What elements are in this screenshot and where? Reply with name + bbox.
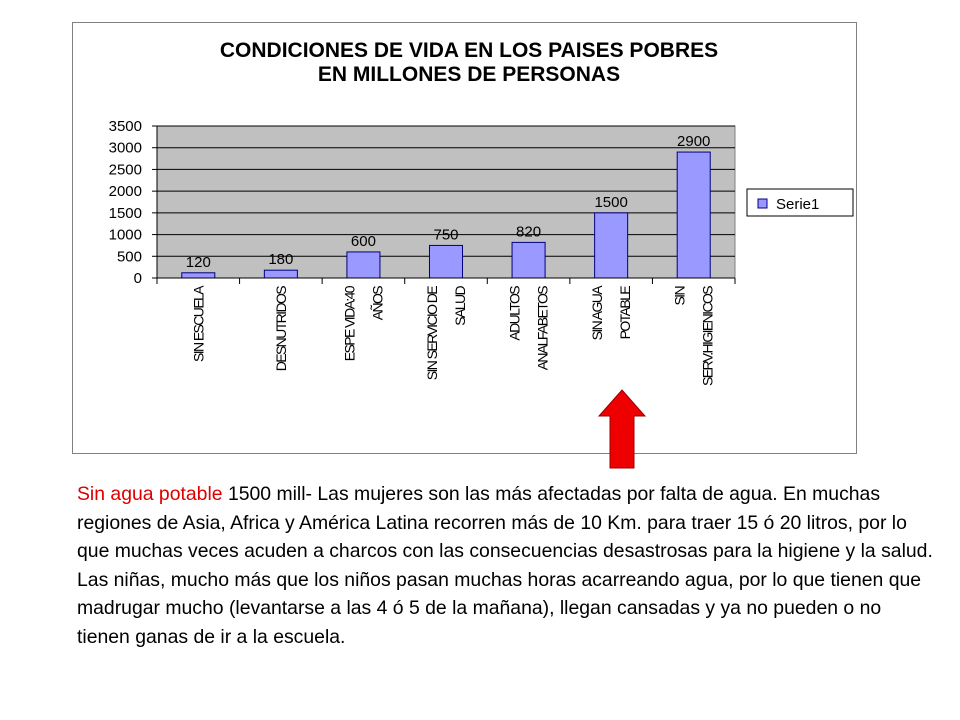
bar: [428, 244, 464, 279]
data-labels: 120 180 600 750 820 1500 2900: [186, 133, 711, 271]
data-label: 820: [516, 223, 541, 240]
data-label: 2900: [677, 133, 710, 150]
y-axis-ticks: 0 500 1000 1500 2000 2500 3000 3500: [109, 118, 158, 287]
y-tick-label: 2000: [109, 183, 142, 200]
category-label: ADULTOS: [507, 286, 523, 341]
y-tick-label: 500: [117, 248, 142, 265]
y-tick-label: 2500: [109, 161, 142, 178]
bar: [263, 269, 298, 279]
data-label: 120: [186, 254, 211, 271]
y-tick-label: 0: [134, 270, 142, 287]
category-label: AÑOS: [369, 286, 385, 321]
category-label: DESNUTRIDOS: [273, 286, 289, 372]
y-tick-label: 3000: [109, 140, 142, 157]
up-arrow-icon: [597, 389, 647, 469]
data-label: 750: [433, 226, 458, 243]
category-label: SIN AGUA: [589, 285, 605, 341]
category-label: ESPE VIDA:40: [341, 285, 357, 361]
category-label: ANALFABETOS: [535, 286, 551, 371]
bar: [511, 241, 546, 279]
bar: [181, 272, 216, 279]
y-tick-label: 1000: [109, 227, 142, 244]
y-tick-label: 1500: [109, 205, 142, 222]
chart-title-line-1: CONDICIONES DE VIDA EN LOS PAISES POBRES: [220, 39, 718, 62]
caption-highlight: Sin agua potable: [77, 483, 223, 505]
chart-title-line-2: EN MILLONES DE PERSONAS: [318, 63, 620, 86]
data-label: 180: [268, 251, 293, 268]
category-label: SERV.HIGIENICOS: [700, 286, 716, 386]
category-label: SIN: [672, 287, 688, 306]
legend: Serie1: [746, 188, 854, 217]
legend-swatch-serie1: [757, 198, 768, 209]
legend-label-serie1: Serie1: [776, 196, 819, 213]
category-label: SIN ESCUELA: [190, 285, 206, 362]
chart-frame: CONDICIONES DE VIDA EN LOS PAISES POBRES…: [72, 22, 857, 454]
category-label: POTABLE: [617, 286, 633, 340]
bar: [676, 151, 711, 279]
category-label: SALUD: [452, 286, 468, 326]
bar: [594, 212, 629, 279]
legend-box: [746, 188, 854, 217]
data-label: 600: [351, 233, 376, 250]
category-label: SIN SERVICIO DE: [424, 286, 440, 380]
category-labels: SIN ESCUELA DESNUTRIDOS ESPE VIDA:40 AÑOS SI…: [156, 277, 736, 386]
caption-text: 1500 mill- Las mujeres son las más afect…: [77, 483, 933, 648]
caption-paragraph: Sin agua potable 1500 mill- Las mujeres …: [77, 480, 937, 652]
bar: [346, 251, 381, 279]
y-tick-label: 3500: [109, 118, 142, 135]
bar-chart: CONDICIONES DE VIDA EN LOS PAISES POBRES…: [109, 39, 854, 386]
data-label: 1500: [594, 194, 627, 211]
